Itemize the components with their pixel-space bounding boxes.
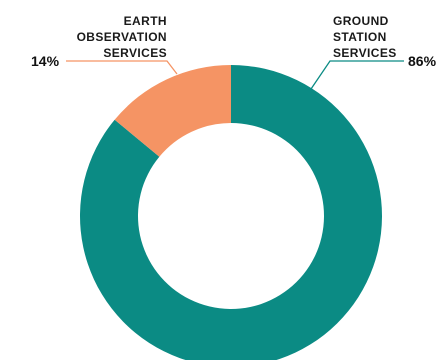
leader-line-ground-station [310,60,404,90]
category-label-ground-station-line-1: GROUND [333,14,389,28]
category-label-ground-station-line-3: SERVICES [333,46,397,60]
category-label-ground-station-line-2: STATION [333,30,387,44]
donut-slice-ground-station [80,65,382,360]
category-label-earth-observation-line-1: EARTH [124,14,167,28]
leader-line-earth-observation [66,60,178,75]
value-label-ground-station: 86% [408,53,437,69]
value-label-earth-observation: 14% [31,53,60,69]
category-label-earth-observation-line-3: SERVICES [103,46,167,60]
donut-slices [80,65,382,360]
category-label-earth-observation-line-2: OBSERVATION [77,30,167,44]
donut-slice-earth-observation [114,65,231,157]
